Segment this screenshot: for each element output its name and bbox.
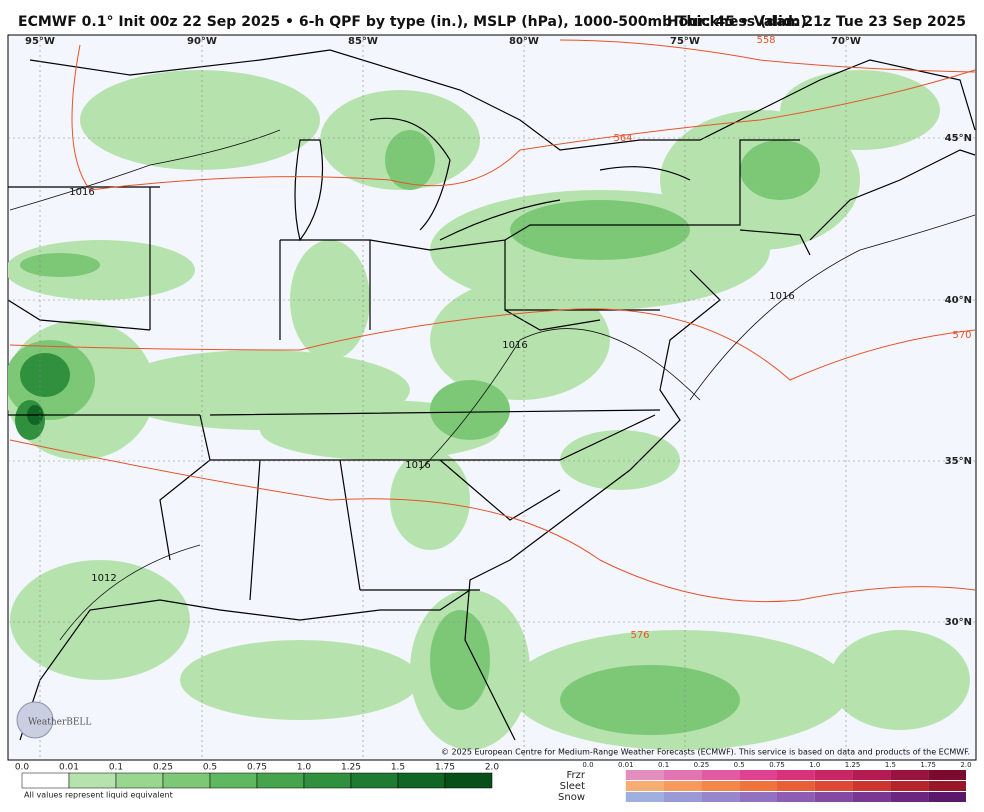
lat-label: 40°N: [945, 295, 972, 306]
ptype-label: 2.0: [960, 761, 971, 769]
lon-label: 90°W: [187, 36, 217, 47]
ptype-swatch: [739, 770, 777, 780]
logo-globe: [16, 701, 54, 739]
ptype-name: Sleet: [560, 781, 585, 792]
map: 95°W 90°W 85°W 80°W 75°W 70°W 45°N 40°N 35°N 30°N…: [7, 34, 977, 761]
rain-label: 0.01: [59, 763, 79, 773]
ptype-label: 0.25: [694, 761, 710, 769]
ptype-swatch: [663, 781, 702, 791]
ptype-label: 0.01: [618, 761, 634, 769]
ptype-swatch: [852, 781, 891, 791]
rain-swatch: [21, 772, 70, 789]
ptype-swatch: [625, 792, 664, 802]
rain-label: 1.75: [435, 763, 455, 773]
ptype-swatch: [890, 770, 929, 780]
lon-label: 85°W: [348, 36, 378, 47]
ptype-swatch: [739, 792, 777, 802]
rain-swatch: [68, 772, 117, 789]
ptype-swatch: [777, 792, 815, 802]
thickness-label: 564: [613, 133, 632, 144]
rain-swatch: [444, 772, 493, 789]
ptype-label: 1.25: [845, 761, 861, 769]
rain-swatch: [397, 772, 446, 789]
ptype-swatch: [890, 792, 929, 802]
isobar-label: 1016: [769, 291, 794, 302]
lon-label: 75°W: [670, 36, 700, 47]
lat-label: 30°N: [945, 617, 972, 628]
ptype-swatch: [701, 792, 740, 802]
ptype-swatch: [739, 781, 777, 791]
ptype-label: 0.1: [658, 761, 669, 769]
title-right: Hour: 45 • Valid: 21z Tue 23 Sep 2025: [667, 14, 966, 30]
thickness-label: 570: [952, 330, 971, 341]
rain-label: 0.5: [203, 763, 217, 773]
rain-swatch: [350, 772, 399, 789]
ptype-swatch: [928, 770, 966, 780]
rain-label: 1.5: [391, 763, 405, 773]
isobar-label: 1012: [91, 573, 116, 584]
borders: [8, 49, 976, 741]
ptype-swatch: [890, 781, 929, 791]
rain-label: 0.25: [153, 763, 173, 773]
ptype-swatch: [701, 781, 740, 791]
thickness-contours: [9, 39, 976, 603]
ptype-swatch: [852, 770, 891, 780]
ptype-label: 0.75: [769, 761, 785, 769]
ptype-label: 0.0: [582, 761, 593, 769]
ptype-swatch: [928, 792, 966, 802]
rain-label: 0.75: [247, 763, 267, 773]
ptype-swatch: [625, 781, 664, 791]
isobars: [9, 129, 976, 641]
rain-label: 0.0: [15, 763, 30, 773]
ptype-label: 0.5: [734, 761, 745, 769]
rain-swatch: [162, 772, 211, 789]
rain-swatch: [209, 772, 258, 789]
rain-swatch: [303, 772, 352, 789]
thickness-label: 576: [630, 630, 649, 641]
rain-swatch: [256, 772, 305, 789]
lat-label: 35°N: [945, 456, 972, 467]
rain-label: 1.0: [297, 763, 312, 773]
lon-label: 80°W: [509, 36, 539, 47]
ptype-swatch: [625, 770, 664, 780]
ptype-name: Snow: [558, 792, 585, 803]
ptype-swatch: [814, 792, 853, 802]
ptype-label: 1.0: [809, 761, 820, 769]
ptype-name: Frzr: [567, 770, 586, 781]
lon-label: 95°W: [25, 36, 55, 47]
title-left: ECMWF 0.1° Init 00z 22 Sep 2025 • 6-h QP…: [18, 14, 807, 30]
ptype-label: 1.75: [920, 761, 936, 769]
ptype-swatch: [814, 781, 853, 791]
ptype-swatch: [663, 792, 702, 802]
ptype-swatch: [663, 770, 702, 780]
rain-swatch: [115, 772, 164, 789]
lon-label: 70°W: [831, 36, 861, 47]
ptype-swatch: [701, 770, 740, 780]
isobar-label: 1016: [405, 460, 430, 471]
ptype-swatch: [852, 792, 891, 802]
ptype-swatch: [777, 781, 815, 791]
rain-label: 1.25: [341, 763, 361, 773]
thickness-label: 558: [756, 35, 775, 46]
rain-label: 2.0: [485, 763, 500, 773]
lat-label: 45°N: [945, 133, 972, 144]
copyright: © 2025 European Centre for Medium-Range …: [441, 748, 970, 757]
ptype-swatch: [777, 770, 815, 780]
isobar-label: 1016: [502, 340, 527, 351]
isobar-label: 1016: [69, 187, 94, 198]
legend: 0.0 0.01 0.1 0.25 0.5 0.75 1.0 1.25 1.5 1.75 2.0 Al…: [15, 761, 972, 803]
ptype-label: 1.5: [885, 761, 896, 769]
ptype-swatch: [928, 781, 966, 791]
legend-note: All values represent liquid equivalent: [24, 791, 173, 800]
logo-text: WeatherBELL: [28, 718, 91, 728]
rain-label: 0.1: [109, 763, 123, 773]
ptype-swatch: [814, 770, 853, 780]
